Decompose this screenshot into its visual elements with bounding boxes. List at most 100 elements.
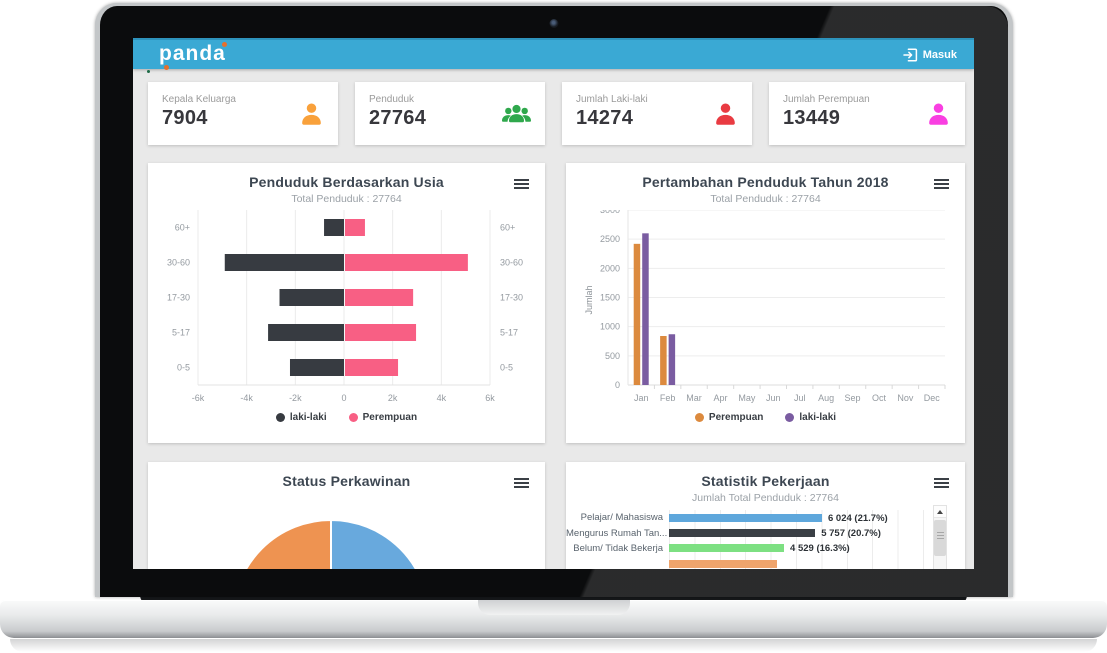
x-tick-label: Mar — [686, 393, 702, 403]
category-label-left: 0-5 — [177, 363, 190, 373]
legend-dot-icon — [694, 413, 704, 422]
chart-card-pertambahan-penduduk: Pertambahan Penduduk Tahun 2018 Total Pe… — [566, 163, 965, 443]
login-label: Masuk — [922, 49, 957, 61]
x-tick-label: -4k — [240, 393, 253, 403]
y-tick-label: 500 — [605, 351, 620, 361]
legend-label: laki-laki — [289, 412, 327, 423]
chart-title: Penduduk Berdasarkan Usia — [249, 174, 444, 190]
x-tick-label: Aug — [818, 393, 834, 403]
hbar-row: Mengurus Rumah Tan... 5 757 (20.7%) — [566, 525, 928, 541]
chart-title: Statistik Pekerjaan — [701, 473, 830, 489]
stat-value: 7904 — [162, 107, 208, 129]
bar-perempuan — [345, 254, 468, 271]
people-group-icon — [501, 104, 532, 123]
x-tick-label: Sep — [845, 393, 861, 403]
login-icon — [903, 48, 917, 62]
dashboard-viewport: panda Masuk Kepala Keluarga 7904 — [133, 38, 974, 569]
hbar-bar — [669, 513, 822, 522]
chart-subtitle: Total Penduduk : 27764 — [710, 193, 821, 205]
pie-slice-right — [330, 518, 417, 569]
x-tick-label: 6k — [485, 393, 495, 403]
x-tick-label: 4k — [437, 393, 447, 403]
app-logo[interactable]: panda — [159, 42, 226, 65]
hbar-row — [566, 556, 928, 569]
laptop-base-notch — [477, 600, 630, 615]
y-tick-label: 1000 — [600, 322, 620, 332]
stat-label: Jumlah Laki-laki — [576, 94, 648, 105]
bar-perempuan — [345, 219, 365, 236]
chart-legend: Perempuan laki-laki — [566, 412, 965, 423]
category-label-left: 30-60 — [167, 258, 190, 268]
x-tick-label: -6k — [192, 393, 205, 403]
x-tick-label: Dec — [924, 393, 941, 403]
legend-item[interactable]: laki-laki — [785, 412, 836, 423]
category-label-right: 5-17 — [500, 328, 518, 338]
hbar-row: Pelajar/ Mahasiswa 6 024 (21.7%) — [566, 510, 928, 526]
category-label-right: 17-30 — [500, 293, 523, 303]
x-tick-label: Oct — [872, 393, 887, 403]
legend-label: Perempuan — [708, 412, 764, 423]
login-button[interactable]: Masuk — [903, 48, 957, 62]
bar-laki-laki — [224, 254, 344, 271]
stat-card-jumlah-perempuan: Jumlah Perempuan 13449 — [769, 82, 965, 145]
x-tick-label: Feb — [660, 393, 676, 403]
category-label-left: 17-30 — [167, 293, 190, 303]
legend-item[interactable]: Perempuan — [348, 412, 417, 423]
chart-menu-icon[interactable] — [934, 478, 949, 490]
chart-card-status-perkawinan: Status Perkawinan — [148, 462, 545, 569]
hbar-plot-area: 6 024 (21.7%) — [669, 510, 928, 526]
hbar-bar — [669, 529, 816, 538]
chart-menu-icon[interactable] — [514, 478, 529, 490]
person-icon — [929, 103, 948, 125]
hbar-value-label: 5 757 (20.7%) — [821, 527, 881, 539]
scrollbar-thumb[interactable] — [934, 520, 946, 556]
y-tick-label: 3000 — [600, 210, 620, 215]
chart-menu-icon[interactable] — [514, 179, 529, 191]
legend-dot-icon — [275, 413, 285, 422]
hbar-bar — [669, 544, 785, 553]
hbar-chart: Pelajar/ Mahasiswa 6 024 (21.7%) Mengurus … — [566, 510, 928, 569]
stat-value: 14274 — [576, 107, 634, 129]
hbar-value-label: 4 529 (16.3%) — [790, 543, 850, 555]
y-tick-label: 2500 — [600, 234, 620, 244]
chart-card-penduduk-berdasarkan-usia: Penduduk Berdasarkan Usia Total Penduduk… — [148, 163, 545, 443]
laptop-reflection — [10, 639, 1097, 652]
x-tick-label: May — [738, 393, 756, 403]
bar-laki-laki — [289, 359, 344, 376]
scrollbar[interactable] — [933, 505, 947, 569]
y-tick-label: 1500 — [600, 293, 620, 303]
scrollbar-up-button[interactable] — [934, 506, 946, 518]
x-tick-label: Nov — [897, 393, 914, 403]
chart-card-statistik-pekerjaan: Statistik Pekerjaan Jumlah Total Pendudu… — [566, 462, 965, 569]
logo-dot-icon — [164, 65, 169, 70]
logo-dot-icon — [147, 70, 150, 73]
stat-label: Jumlah Perempuan — [783, 94, 870, 105]
x-tick-label: -2k — [289, 393, 302, 403]
hbar-plot-area: 4 529 (16.3%) — [669, 540, 928, 557]
stat-card-penduduk: Penduduk 27764 — [355, 82, 545, 145]
bar-perempuan — [345, 359, 399, 376]
bar-laki-laki — [324, 219, 344, 236]
column-chart: 0 500 1000 1500 2000 2500 3000 Jan Feb Mar Apr May J… — [584, 210, 946, 403]
hbar-bar — [669, 559, 777, 568]
chart-title: Status Perkawinan — [282, 473, 411, 489]
bar-perempuan — [660, 336, 667, 385]
legend-item[interactable]: Perempuan — [694, 412, 764, 423]
chart-title: Pertambahan Penduduk Tahun 2018 — [642, 174, 889, 190]
y-axis-title: Jumlah — [584, 285, 594, 314]
chart-menu-icon[interactable] — [934, 179, 949, 191]
person-icon — [716, 103, 735, 125]
legend-item[interactable]: laki-laki — [275, 412, 327, 423]
x-tick-label: Apr — [713, 393, 727, 403]
legend-label: laki-laki — [799, 412, 837, 423]
legend-dot-icon — [348, 413, 358, 422]
x-tick-label: Jun — [766, 393, 781, 403]
pie-chart — [245, 518, 417, 569]
hbar-row-label: Pelajar/ Mahasiswa — [580, 512, 663, 524]
hbar-plot-area — [669, 556, 928, 569]
pie-slice-left — [245, 518, 332, 569]
y-tick-label: 2000 — [600, 263, 620, 273]
stat-label: Penduduk — [369, 94, 415, 105]
legend-dot-icon — [785, 413, 795, 422]
